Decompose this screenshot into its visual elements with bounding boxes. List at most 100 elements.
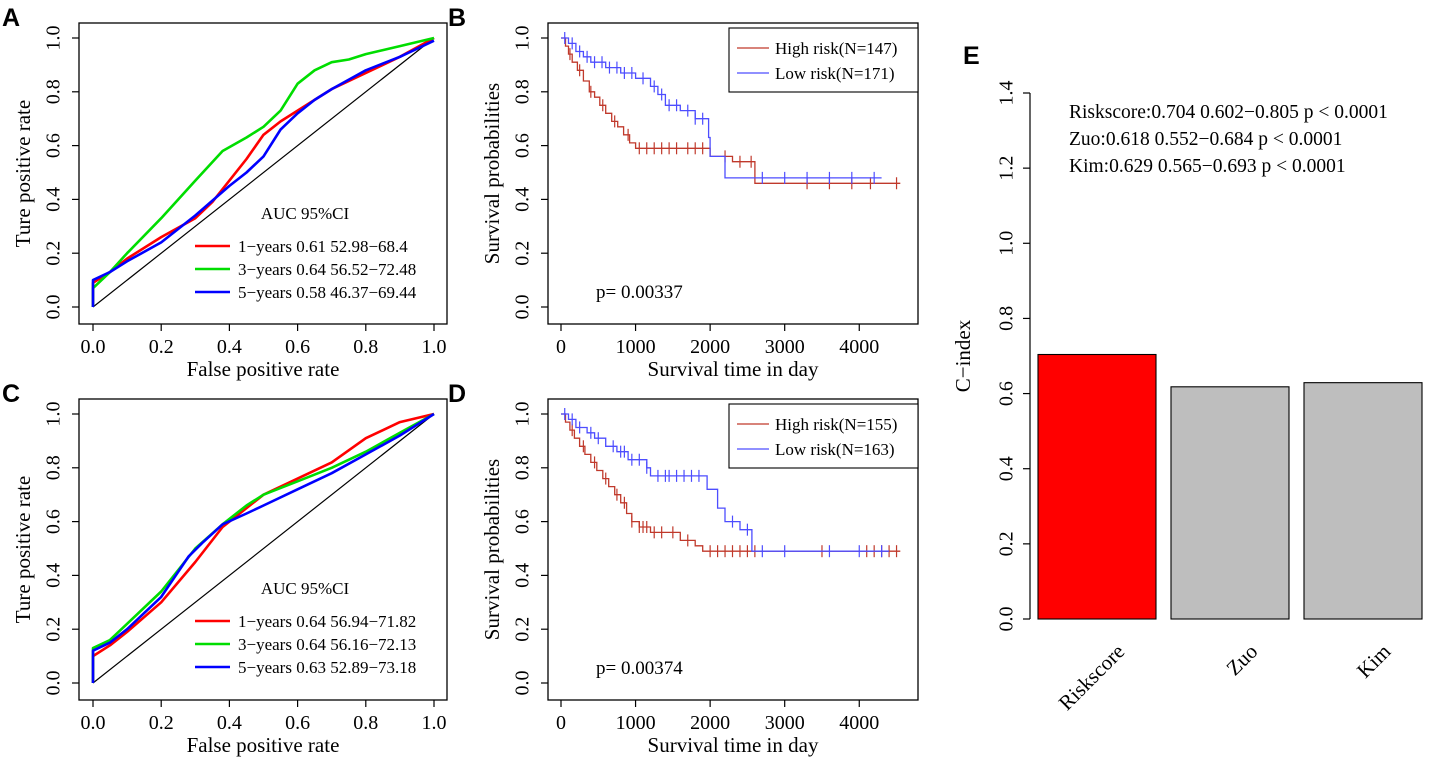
x-tick-label: 0.0: [81, 336, 106, 358]
y-tick-label: 0.6: [43, 133, 65, 158]
x-tick-label: 0.2: [149, 712, 174, 734]
y-tick-label: 0.2: [996, 531, 1018, 556]
cindex-bar-plot-e: 0.0 0.2 0.4 0.6 0.8 1.0 1.2 1.4 C−index Riskscore…: [951, 81, 1423, 715]
bar-kim: [1303, 382, 1423, 620]
x-tick-label: 0.0: [81, 712, 106, 734]
y-tick-label: 0.4: [996, 456, 1018, 481]
y-axis-title: C−index: [951, 319, 975, 392]
x-tick-label: 3000: [765, 336, 805, 358]
panel-letter-c: C: [2, 380, 20, 408]
panel-letter-a: A: [2, 4, 20, 32]
legend-label: Low risk(N=171): [775, 64, 895, 83]
category-label: Kim: [1352, 639, 1395, 682]
y-tick-label: 1.0: [512, 26, 534, 51]
y-tick-label: 1.4: [996, 81, 1018, 106]
y-tick-label: 0.0: [43, 295, 65, 320]
panel-letter-e: E: [963, 42, 980, 70]
y-tick-label: 1.0: [43, 26, 65, 51]
y-tick-label: 0.8: [512, 455, 534, 480]
panel-letter-b: B: [448, 4, 466, 32]
legend-label: 3−years 0.64 56.16−72.13: [238, 635, 416, 654]
category-label: Riskscore: [1054, 639, 1130, 715]
x-tick-label: 0.6: [285, 712, 310, 734]
y-tick-label: 0.2: [512, 241, 534, 266]
cindex-annotation: Zuo:0.618 0.552−0.684 p < 0.0001: [1069, 129, 1342, 150]
y-tick-label: 0.8: [43, 79, 65, 104]
y-tick-label: 1.2: [996, 156, 1018, 181]
y-tick-label: 0.8: [43, 455, 65, 480]
km-plot-d: 0 1000 2000 3000 4000 0.0 0.2 0.4 0.6 0.8 1.0 Survi…: [480, 398, 919, 757]
y-tick-label: 0.6: [512, 509, 534, 534]
x-tick-label: 2000: [690, 712, 730, 734]
y-tick-label: 1.0: [996, 231, 1018, 256]
y-tick-label: 0.6: [43, 509, 65, 534]
x-tick-label: 1000: [616, 336, 656, 358]
y-axis-title: Ture positive rate: [11, 476, 35, 623]
panel-letter-d: D: [448, 380, 466, 408]
roc-plot-a: 0.0 0.2 0.4 0.6 0.8 1.0 0.0 0.2 0.4 0.6 0.8 1.0 Fals…: [11, 22, 448, 381]
x-tick-label: 4000: [839, 712, 879, 734]
category-label: Zuo: [1221, 639, 1262, 680]
legend-label: 1−years 0.64 56.94−71.82: [238, 612, 416, 631]
y-tick-label: 0.4: [512, 563, 534, 588]
bar-zuo: [1170, 386, 1290, 620]
x-tick-label: 0: [556, 336, 566, 358]
y-tick-label: 0.8: [996, 306, 1018, 331]
plot-frame-d: [547, 398, 919, 701]
x-axis-title: False positive rate: [187, 357, 340, 381]
x-tick-label: 0.6: [285, 336, 310, 358]
x-axis-title: False positive rate: [187, 733, 340, 757]
p-value-label: p= 0.00337: [596, 282, 683, 303]
roc-curve-3: [91, 412, 435, 683]
legend-label: 5−years 0.63 52.89−73.18: [238, 658, 416, 677]
x-tick-label: 2000: [690, 336, 730, 358]
x-tick-label: 4000: [839, 336, 879, 358]
legend-label: Low risk(N=163): [775, 440, 895, 459]
y-tick-label: 0.0: [996, 607, 1018, 632]
legend-title: AUC 95%CI: [261, 204, 350, 223]
x-tick-label: 0.2: [149, 336, 174, 358]
y-tick-label: 1.0: [512, 402, 534, 427]
x-tick-label: 0.8: [353, 336, 378, 358]
y-tick-label: 0.2: [43, 617, 65, 642]
y-axis-title: Survival probabilities: [480, 83, 504, 264]
y-tick-label: 0.0: [512, 671, 534, 696]
legend-label: High risk(N=155): [775, 415, 897, 434]
km-curve-low-risk: [561, 413, 890, 552]
x-tick-label: 0.4: [217, 712, 242, 734]
x-tick-label: 1.0: [422, 712, 447, 734]
roc-curve-2: [91, 36, 435, 307]
diagonal-reference-line: [92, 413, 435, 684]
y-tick-label: 1.0: [43, 402, 65, 427]
y-tick-label: 0.4: [512, 187, 534, 212]
plot-frame-b: [547, 22, 919, 325]
y-axis-title: Ture positive rate: [11, 100, 35, 247]
y-tick-label: 0.4: [43, 187, 65, 212]
cindex-annotation: Kim:0.629 0.565−0.693 p < 0.0001: [1069, 156, 1346, 177]
legend-title: AUC 95%CI: [261, 579, 350, 598]
x-tick-label: 0.4: [217, 336, 242, 358]
x-axis-title: Survival time in day: [648, 733, 819, 757]
plot-frame-a: [78, 22, 448, 325]
x-tick-label: 3000: [765, 712, 805, 734]
cindex-annotation: Riskscore:0.704 0.602−0.805 p < 0.0001: [1069, 102, 1388, 123]
plot-frame-c: [78, 398, 448, 701]
y-tick-label: 0.6: [512, 133, 534, 158]
km-curve-high-risk: [561, 413, 901, 552]
y-tick-label: 0.0: [43, 671, 65, 696]
y-tick-label: 0.6: [996, 381, 1018, 406]
x-tick-label: 0.8: [353, 712, 378, 734]
roc-curve-2: [91, 412, 435, 683]
legend-label: 3−years 0.64 56.52−72.48: [238, 260, 416, 279]
legend-label: 5−years 0.58 46.37−69.44: [238, 283, 417, 302]
y-tick-label: 0.2: [512, 617, 534, 642]
y-axis-title: Survival probabilities: [480, 459, 504, 640]
y-tick-label: 0.8: [512, 79, 534, 104]
x-tick-label: 1.0: [422, 336, 447, 358]
km-curve-low-risk: [561, 37, 882, 179]
y-tick-label: 0.2: [43, 241, 65, 266]
x-tick-label: 1000: [616, 712, 656, 734]
y-tick-label: 0.4: [43, 563, 65, 588]
legend-label: 1−years 0.61 52.98−68.4: [238, 237, 408, 256]
